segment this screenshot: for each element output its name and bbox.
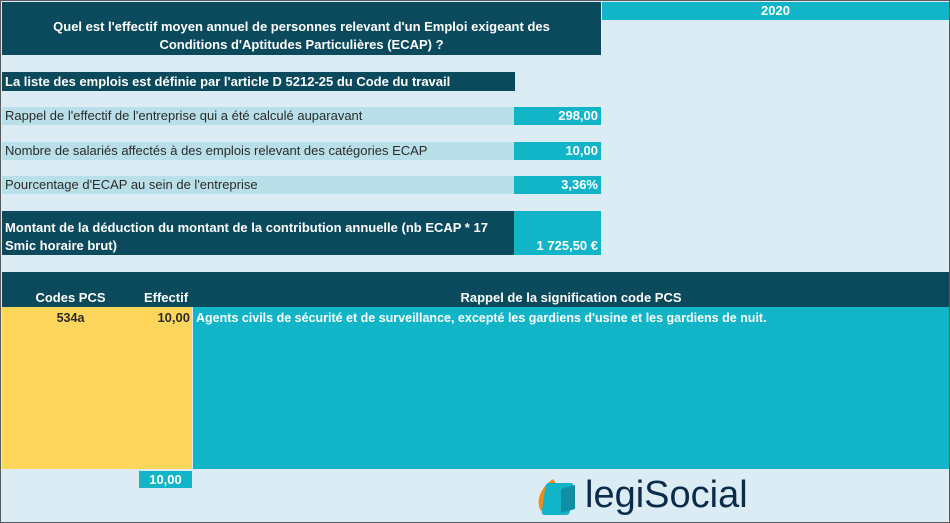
header-meaning: Rappel de la signification code PCS xyxy=(193,289,949,307)
question-header: Quel est l'effectif moyen annuel de pers… xyxy=(2,2,601,55)
header-effectif-text: Effectif xyxy=(143,290,189,305)
row-value-text: 298,00 xyxy=(558,108,598,123)
logo-text: legiSocial xyxy=(585,474,748,516)
meaning-block: Agents civils de sécurité et de surveill… xyxy=(193,307,949,469)
year-cell[interactable]: 2020 xyxy=(602,2,949,20)
legisocial-logo-icon xyxy=(538,479,575,515)
header-meaning-text: Rappel de la signification code PCS xyxy=(460,290,682,305)
row-value-salaries-ecap[interactable]: 10,00 xyxy=(514,142,601,160)
total-effectif-cell[interactable]: 10,00 xyxy=(139,471,192,488)
row-value-text: 3,36% xyxy=(561,177,598,192)
total-effectif-value: 10,00 xyxy=(149,472,182,487)
row-label-effectif: Rappel de l'effectif de l'entreprise qui… xyxy=(2,107,514,125)
row-label-text: Rappel de l'effectif de l'entreprise qui… xyxy=(5,108,363,123)
effectif-value: 10,00 xyxy=(157,310,190,325)
row-label-salaries-ecap: Nombre de salariés affectés à des emploi… xyxy=(2,142,514,160)
row-label-text: Nombre de salariés affectés à des emploi… xyxy=(5,143,428,158)
deduction-label-cell: Montant de la déduction du montant de la… xyxy=(2,211,514,255)
codes-effectif-block xyxy=(2,307,192,469)
header-codes-pcs: Codes PCS xyxy=(2,289,139,307)
header-codes-text: Codes PCS xyxy=(35,290,106,305)
table-row-effectif[interactable]: 10,00 xyxy=(139,310,192,328)
deduction-value-cell[interactable]: 1 725,50 € xyxy=(514,211,601,255)
row-value-effectif[interactable]: 298,00 xyxy=(514,107,601,125)
deduction-label-text: Montant de la déduction du montant de la… xyxy=(5,220,488,253)
row-value-text: 10,00 xyxy=(565,143,598,158)
row-value-pourcentage[interactable]: 3,36% xyxy=(514,176,601,194)
header-effectif: Effectif xyxy=(139,289,193,307)
table-header-band xyxy=(2,272,949,307)
code-value: 534a xyxy=(56,311,85,325)
row-label-text: Pourcentage d'ECAP au sein de l'entrepri… xyxy=(5,177,258,192)
question-text: Quel est l'effectif moyen annuel de pers… xyxy=(53,19,550,52)
meaning-text: Agents civils de sécurité et de surveill… xyxy=(196,311,767,325)
legisocial-logo-text: legiSocial xyxy=(585,471,748,519)
article-note-cell: La liste des emplois est définie par l'a… xyxy=(2,72,515,91)
row-label-pourcentage: Pourcentage d'ECAP au sein de l'entrepri… xyxy=(2,176,514,194)
deduction-value-text: 1 725,50 € xyxy=(536,238,598,253)
table-row-code[interactable]: 534a xyxy=(2,310,139,328)
year-value: 2020 xyxy=(761,3,790,18)
article-note-text: La liste des emplois est définie par l'a… xyxy=(5,74,451,89)
